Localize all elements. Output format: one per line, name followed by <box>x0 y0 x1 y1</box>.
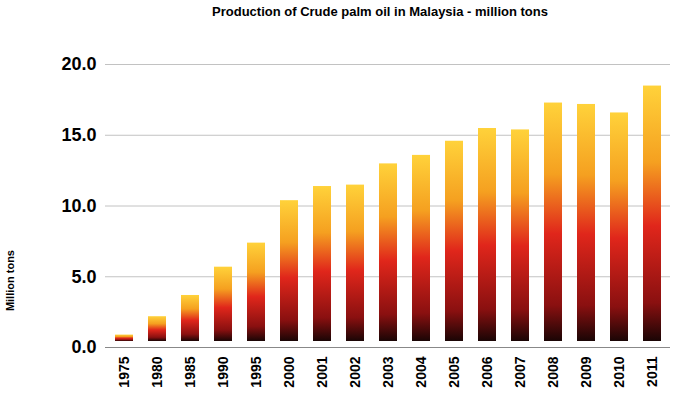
svg-text:1990: 1990 <box>215 356 231 387</box>
svg-text:2003: 2003 <box>380 356 396 387</box>
svg-text:2001: 2001 <box>314 356 330 387</box>
html-text:Million tons: Million tons <box>4 250 16 312</box>
svg-text:2010: 2010 <box>611 356 627 387</box>
svg-text:2009: 2009 <box>578 356 594 387</box>
svg-text:2007: 2007 <box>512 356 528 387</box>
svg-text:2000: 2000 <box>281 356 297 387</box>
svg-text:10.0: 10.0 <box>61 196 96 216</box>
svg-text:2008: 2008 <box>545 356 561 387</box>
svg-text:1975: 1975 <box>116 356 132 387</box>
svg-text:0.0: 0.0 <box>71 337 96 357</box>
svg-text:2004: 2004 <box>413 356 429 387</box>
svg-text:5.0: 5.0 <box>71 267 96 287</box>
svg-text:1985: 1985 <box>182 356 198 387</box>
svg-text:15.0: 15.0 <box>61 125 96 145</box>
svg-text:2002: 2002 <box>347 356 363 387</box>
html-text:Production of Crude palm oil i: Production of Crude palm oil in Malaysia… <box>212 4 548 19</box>
svg-text:2005: 2005 <box>446 356 462 387</box>
svg-text:1980: 1980 <box>149 356 165 387</box>
svg-text:2011: 2011 <box>644 356 660 387</box>
svg-text:1995: 1995 <box>248 356 264 387</box>
svg-text:20.0: 20.0 <box>61 54 96 74</box>
svg-text:2006: 2006 <box>479 356 495 387</box>
